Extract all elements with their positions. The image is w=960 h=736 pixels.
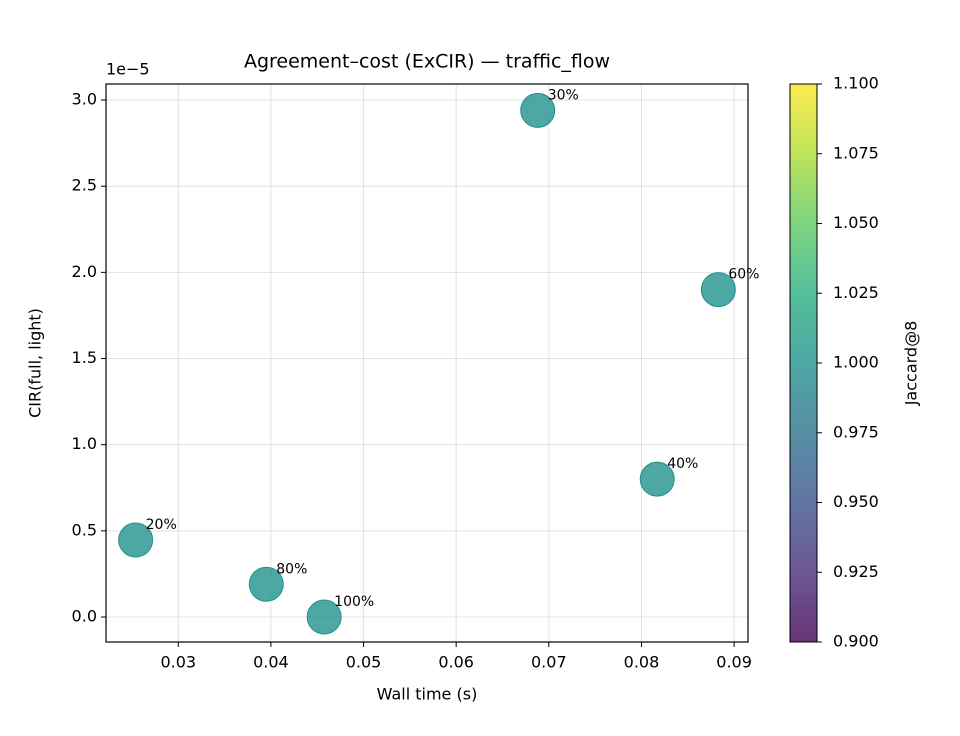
colorbar-tick-label: 1.100 [833,74,879,93]
y-tick-label: 0.0 [72,607,97,626]
x-tick-label: 0.06 [438,653,474,672]
plot-frame [105,83,749,643]
colorbar-tick-label: 0.975 [833,422,879,441]
colorbar-tick-label: 0.900 [833,632,879,651]
colorbar-tick-label: 1.050 [833,213,879,232]
point-label: 60% [728,267,759,283]
x-tick-label: 0.08 [624,653,660,672]
point [248,566,284,602]
y-tick-label: 0.5 [72,520,97,539]
x-tick-label: 0.07 [531,653,567,672]
point-label: 30% [548,87,579,103]
point-label: 20% [146,517,177,533]
point [639,461,675,497]
y-tick-label: 1.0 [72,434,97,453]
colorbar-tick-label: 0.950 [833,492,879,511]
y-tick-label: 2.5 [72,176,97,195]
colorbar [789,83,818,643]
colorbar-label: Jaccard@8 [902,321,921,407]
colorbar-tick-label: 1.000 [833,353,879,372]
chart-title: Agreement–cost (ExCIR) — traffic_flow [244,51,610,73]
point [520,92,556,128]
point [306,599,342,635]
colorbar-tick-label: 1.025 [833,283,879,302]
y-tick-label: 3.0 [72,90,97,109]
y-axis-label: CIR(full, light) [26,308,45,418]
point-label: 40% [667,456,698,472]
y-tick-label: 1.5 [72,348,97,367]
x-tick-label: 0.05 [346,653,382,672]
point-label: 100% [334,594,374,610]
x-tick-label: 0.03 [160,653,196,672]
x-axis-label: Wall time (s) [377,685,478,704]
y-offset-label: 1e−5 [106,60,150,79]
colorbar-tick-label: 1.075 [833,143,879,162]
x-tick-label: 0.09 [716,653,752,672]
colorbar-tick-label: 0.925 [833,562,879,581]
point [118,522,154,558]
point [700,272,736,308]
point-label: 80% [276,561,307,577]
x-tick-label: 0.04 [253,653,289,672]
y-tick-label: 2.0 [72,262,97,281]
